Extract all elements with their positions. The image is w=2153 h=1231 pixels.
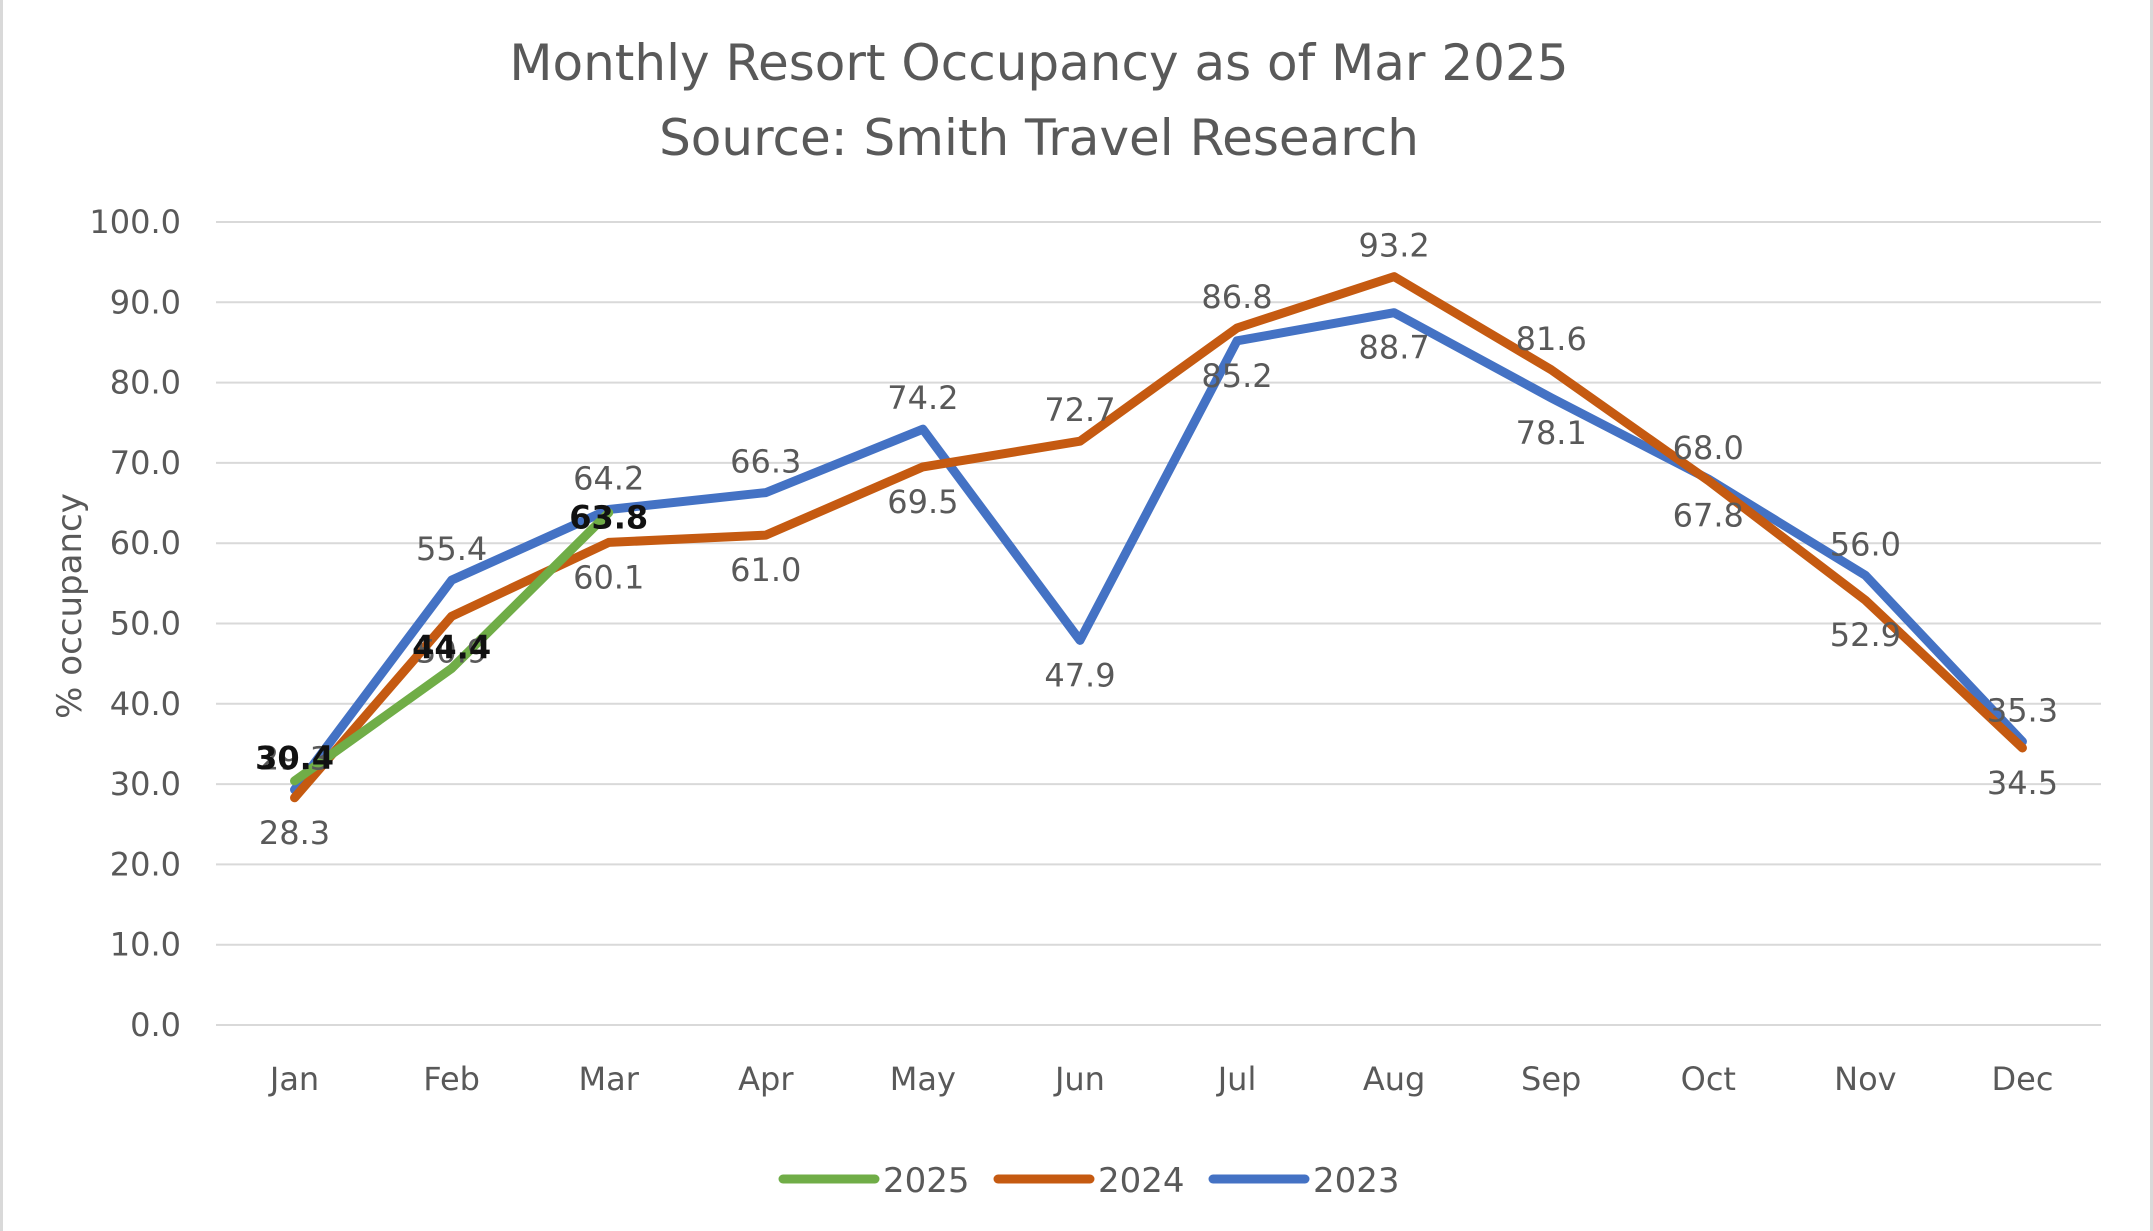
- x-tick-label: Feb: [423, 1060, 480, 1098]
- data-point-2023: [293, 788, 296, 791]
- data-point-2024: [607, 541, 610, 544]
- data-label: 50.9: [416, 632, 487, 670]
- data-label: 69.5: [887, 483, 958, 521]
- data-point-2023: [1078, 639, 1081, 642]
- y-tick-label: 100.0: [89, 203, 181, 241]
- occupancy-line-chart: Monthly Resort Occupancy as of Mar 2025 …: [50, 34, 2101, 1201]
- data-labels: 29.3 28.3 55.4 50.9 64.2 60.1 66.3 61.0 74.2 69.5…: [255, 227, 2058, 852]
- y-tick-label: 10.0: [110, 926, 181, 964]
- x-axis-ticks: Jan Feb Mar Apr May Jun Jul Aug Sep Oct Nov Dec: [268, 1060, 2054, 1098]
- y-tick-label: 50.0: [110, 605, 181, 643]
- data-point-2024: [1864, 599, 1867, 602]
- data-label: 63.8: [569, 499, 648, 537]
- y-axis-label: % occupancy: [50, 493, 90, 719]
- data-label: 55.4: [416, 530, 487, 568]
- data-label: 34.5: [1987, 764, 2058, 802]
- y-tick-label: 40.0: [110, 685, 181, 723]
- x-tick-label: Jul: [1216, 1060, 1257, 1098]
- data-point-2023: [921, 428, 924, 431]
- data-label: 64.2: [573, 459, 644, 497]
- data-point-2023: [1393, 311, 1396, 314]
- x-tick-label: May: [890, 1060, 956, 1098]
- x-tick-label: Jun: [1053, 1060, 1105, 1098]
- data-label: 86.8: [1201, 278, 1272, 316]
- data-point-2025: [607, 511, 610, 514]
- data-point-2025: [450, 667, 453, 670]
- x-tick-label: Dec: [1991, 1060, 2053, 1098]
- data-point-2024: [2021, 746, 2024, 749]
- data-label: 67.8: [1673, 497, 1744, 535]
- legend-label-2023: 2023: [1313, 1161, 1400, 1201]
- y-tick-label: 70.0: [110, 444, 181, 482]
- data-point-2025: [293, 779, 296, 782]
- x-tick-label: Nov: [1834, 1060, 1896, 1098]
- data-point-2024: [921, 465, 924, 468]
- data-label: 78.1: [1516, 414, 1587, 452]
- data-label: 29.3: [259, 740, 330, 778]
- data-point-2024: [1550, 368, 1553, 371]
- data-label: 30.4: [255, 739, 334, 777]
- data-label: 56.0: [1830, 525, 1901, 563]
- data-label: 35.3: [1987, 692, 2058, 730]
- x-tick-label: Mar: [579, 1060, 640, 1098]
- y-tick-label: 20.0: [110, 845, 181, 883]
- legend-label-2025: 2025: [883, 1161, 970, 1201]
- data-label: 66.3: [730, 443, 801, 481]
- data-label: 68.0: [1673, 429, 1744, 467]
- data-point-2024: [1078, 440, 1081, 443]
- x-tick-label: Apr: [738, 1060, 794, 1098]
- x-tick-label: Oct: [1681, 1060, 1736, 1098]
- x-tick-label: Aug: [1363, 1060, 1425, 1098]
- data-label: 60.1: [573, 558, 644, 596]
- series-line-2024: [290, 272, 2027, 803]
- y-tick-label: 90.0: [110, 283, 181, 321]
- chart-title: Monthly Resort Occupancy as of Mar 2025: [509, 34, 1568, 92]
- y-tick-label: 30.0: [110, 765, 181, 803]
- y-tick-label: 60.0: [110, 524, 181, 562]
- series-lines: [290, 272, 2027, 803]
- data-label: 52.9: [1830, 616, 1901, 654]
- legend: 2025 2024 2023: [778, 1161, 1400, 1201]
- data-label: 44.4: [412, 628, 491, 666]
- data-label: 93.2: [1359, 227, 1430, 265]
- data-point-2023: [450, 579, 453, 582]
- data-label: 74.2: [887, 379, 958, 417]
- data-point-2024: [450, 615, 453, 618]
- data-label: 47.9: [1044, 656, 1115, 694]
- data-label: 81.6: [1516, 320, 1587, 358]
- x-tick-label: Sep: [1521, 1060, 1581, 1098]
- chart-subtitle: Source: Smith Travel Research: [659, 109, 1419, 167]
- data-point-2024: [764, 534, 767, 537]
- data-point-2024: [293, 796, 296, 799]
- data-point-2023: [764, 491, 767, 494]
- x-tick-label: Jan: [268, 1060, 319, 1098]
- y-tick-label: 0.0: [130, 1006, 181, 1044]
- data-point-2023: [1550, 396, 1553, 399]
- y-axis-ticks: 0.0 10.0 20.0 30.0 40.0 50.0 60.0 70.0 80.0 90.0 1…: [89, 203, 181, 1044]
- data-label: 88.7: [1359, 329, 1430, 367]
- y-tick-label: 80.0: [110, 364, 181, 402]
- data-point-2023: [1236, 339, 1239, 342]
- data-point-2024: [1707, 479, 1710, 482]
- data-label: 61.0: [730, 551, 801, 589]
- data-label: 72.7: [1044, 391, 1115, 429]
- data-point-2023: [1864, 574, 1867, 577]
- data-point-2024: [1236, 326, 1239, 329]
- data-label: 28.3: [259, 814, 330, 852]
- legend-label-2024: 2024: [1098, 1161, 1185, 1201]
- data-point-2024: [1393, 275, 1396, 278]
- data-label: 85.2: [1201, 357, 1272, 395]
